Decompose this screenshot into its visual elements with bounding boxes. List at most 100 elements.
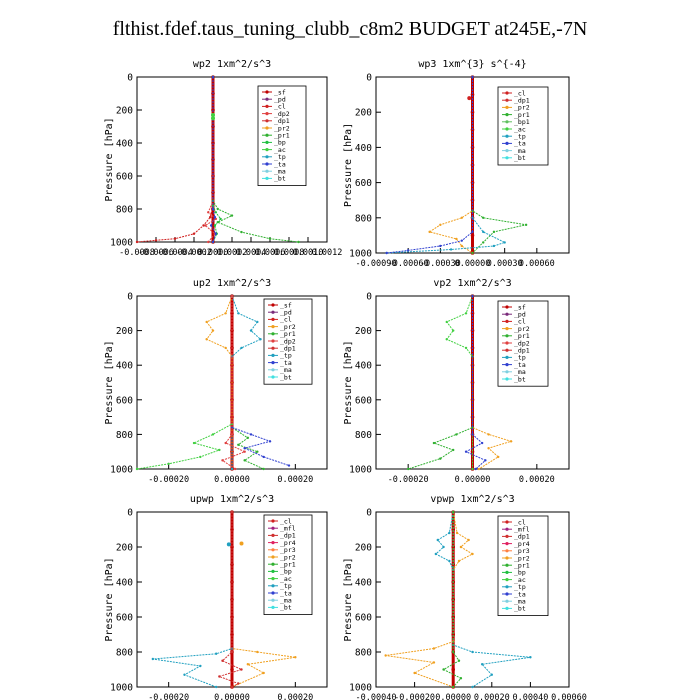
data-point: [451, 527, 456, 532]
legend-marker: [271, 569, 275, 574]
data-point: [268, 440, 272, 443]
x-tick-label: -0.00060: [388, 259, 429, 269]
x-tick-label: 0.0004: [236, 248, 267, 258]
x-tick-label: -0.00040: [356, 693, 397, 700]
data-point: [482, 241, 485, 244]
data-point: [214, 232, 218, 235]
data-point: [487, 447, 490, 450]
legend-label: _mfl: [280, 525, 296, 533]
data-point: [211, 240, 215, 244]
legend-marker: [271, 303, 275, 307]
legend-marker: [265, 133, 269, 137]
legend-marker: [265, 148, 269, 152]
data-point: [471, 75, 474, 79]
y-axis-label: Pressure [hPa]: [104, 117, 115, 201]
data-point: [474, 467, 477, 471]
data-point: [221, 659, 224, 662]
data-point: [480, 441, 484, 445]
y-tick-label: 200: [116, 326, 133, 337]
legend-marker: [271, 533, 275, 538]
y-tick-label: 1000: [110, 465, 133, 476]
legend-label: _pr2: [274, 124, 290, 132]
legend-marker: [265, 112, 269, 116]
legend-marker: [505, 312, 509, 316]
data-point: [436, 538, 439, 542]
legend-marker: [505, 98, 509, 102]
x-tick-label: 0.00000: [455, 475, 491, 485]
legend-label: _sf: [514, 303, 526, 311]
data-point: [432, 647, 436, 650]
legend-marker: [265, 119, 269, 123]
legend-marker: [271, 577, 275, 581]
x-tick-label: 0.00000: [435, 693, 471, 700]
legend-label: _ta: [514, 361, 526, 369]
legend-marker: [271, 332, 275, 336]
legend-marker: [505, 599, 509, 603]
data-point: [445, 320, 448, 324]
data-point: [294, 656, 297, 659]
data-point: [471, 433, 474, 436]
legend-marker: [505, 319, 509, 323]
data-point: [413, 671, 416, 675]
data-point: [230, 527, 234, 532]
data-point: [432, 441, 436, 445]
legend-label: _pd: [274, 96, 286, 104]
x-tick-label: 0.00060: [519, 259, 555, 269]
x-tick-label: 0.0000: [198, 248, 229, 258]
y-axis-label: Pressure [hPa]: [343, 557, 354, 641]
data-point: [509, 440, 513, 443]
data-point: [455, 531, 459, 535]
data-point: [211, 207, 215, 211]
data-point: [246, 663, 250, 666]
legend-marker: [505, 363, 509, 367]
legend-label: _pr3: [280, 546, 296, 554]
data-point: [219, 217, 222, 221]
y-tick-label: 600: [116, 613, 133, 624]
data-point: [484, 459, 487, 462]
legend-marker: [505, 556, 509, 560]
legend-label: _tp: [280, 352, 292, 360]
data-point: [385, 251, 388, 255]
x-tick-label: -0.00020: [148, 475, 189, 485]
data-point: [205, 338, 208, 341]
data-point: [470, 92, 475, 97]
data-point: [211, 112, 215, 117]
panel-title: vpwp 1xm^2/s^3: [430, 494, 514, 505]
y-tick-label: 0: [127, 508, 133, 519]
y-tick-label: 0: [366, 508, 372, 519]
legend-label: _pr1: [280, 561, 296, 569]
legend-label: _bt: [280, 373, 292, 381]
y-axis-label: Pressure [hPa]: [104, 340, 115, 424]
data-point: [471, 251, 474, 255]
data-point: [218, 675, 221, 678]
legend-marker: [271, 519, 275, 523]
y-tick-label: 800: [355, 430, 372, 441]
data-point: [240, 230, 243, 234]
data-point: [151, 657, 155, 661]
data-point: [237, 312, 240, 315]
legend-label: _ac: [514, 125, 526, 133]
data-point: [471, 426, 474, 429]
legend-label: _dp1: [514, 97, 530, 105]
data-point: [218, 448, 221, 452]
data-point: [452, 448, 455, 452]
legend-marker: [505, 534, 509, 539]
y-tick-label: 1000: [349, 249, 372, 260]
legend-label: _pd: [280, 309, 292, 317]
x-tick-label: 0.00020: [519, 475, 555, 485]
legend-label: _bp: [274, 139, 286, 147]
legend-label: _bt: [280, 604, 292, 612]
legend-marker: [505, 334, 509, 338]
x-tick-label: 0.00020: [277, 475, 313, 485]
data-point: [209, 224, 213, 227]
data-point: [230, 422, 234, 426]
data-point: [192, 232, 196, 235]
series-line-pr1: [442, 512, 462, 688]
legend-marker: [505, 348, 509, 352]
data-point: [205, 320, 208, 324]
legend-marker: [271, 584, 275, 588]
data-point: [262, 671, 265, 675]
x-tick-label: 0.00020: [474, 693, 510, 700]
legend-label: _cl: [514, 318, 526, 326]
legend-marker: [505, 542, 509, 546]
